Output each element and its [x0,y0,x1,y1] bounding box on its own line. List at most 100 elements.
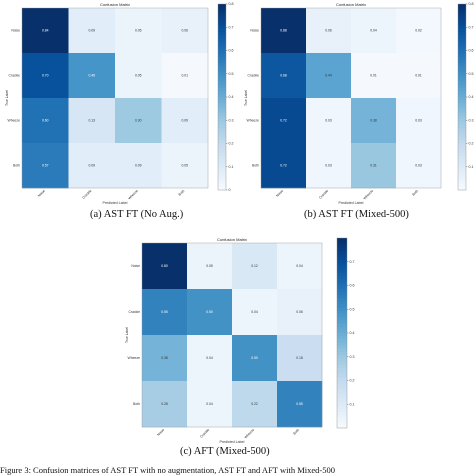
colorbar-segment [337,250,347,255]
heatmap-cell [351,143,397,189]
heatmap-cell [142,243,188,290]
colorbar-segment [337,253,347,258]
colorbar-segment [458,112,466,116]
colorbar-segment [458,100,466,104]
colorbar-segment [458,7,466,11]
chart-2-frame [141,242,323,428]
colorbar-segment [458,78,466,82]
colorbar-segment [337,304,347,309]
colorbar-segment [458,50,466,54]
y-tick-label: Both [133,402,140,406]
heatmap-cell [396,143,442,189]
colorbar-segment [458,131,466,135]
colorbar-tick-label: 0.6 [469,49,474,53]
x-axis-label: Predicted Label [220,440,245,444]
colorbar-segment [458,66,466,70]
colorbar-segment [458,16,466,20]
colorbar-segment [218,25,226,30]
colorbar-segment [458,180,466,185]
colorbar-segment [337,415,347,419]
colorbar-segment [218,124,226,129]
heatmap-cell [68,98,116,144]
heatmap-cell [232,335,278,382]
cell-value-label: 0.28 [161,402,168,406]
colorbar-segment [458,22,466,27]
colorbar-segment [337,409,347,413]
colorbar-segment [458,106,466,110]
colorbar-segment [218,165,226,169]
colorbar-segment [458,121,466,126]
colorbar-tick-label: 0.6 [350,284,355,288]
cell-value-label: 0.04 [251,310,258,314]
y-tick-label: Both [13,164,20,168]
heatmap-cell [142,335,188,382]
cell-value-label: 0.06 [325,29,332,33]
colorbar-segment [218,7,226,11]
x-tick-label: Crackle [81,189,92,200]
colorbar-segment [218,90,226,95]
colorbar-segment [337,323,347,328]
cell-value-label: 0.09 [88,29,95,33]
heatmap-cell [261,98,307,144]
cell-value-label: 0.72 [280,164,287,168]
cell-value-label: 0.68 [280,74,287,78]
y-tick-label: Both [252,164,259,168]
colorbar-segment [218,72,226,76]
colorbar-segment [337,383,347,388]
x-axis-label: Predicted Label [339,201,364,205]
colorbar-segment [337,272,347,277]
colorbar-tick-label: 0.2 [350,379,355,383]
colorbar-segment [337,263,347,267]
colorbar-tick-label: 0.4 [350,331,355,335]
colorbar-segment [337,412,347,416]
colorbar-segment [458,4,466,8]
x-tick-label: Both [178,189,186,197]
colorbar-segment [337,418,347,423]
colorbar-segment [458,84,466,89]
colorbar-segment [458,162,466,166]
heatmap-cell [161,98,209,144]
heatmap-cell [142,381,188,428]
heatmap-cell [277,381,323,428]
colorbar-segment [218,28,226,33]
colorbar-segment [458,109,466,113]
cell-value-label: 0.06 [181,29,188,33]
colorbar-segment [458,13,466,17]
heatmap-cell [232,243,278,290]
cell-value-label: 0.30 [135,119,142,123]
colorbar-segment [218,174,226,178]
heatmap-cell [187,243,233,290]
colorbar-segment [337,374,347,378]
colorbar-segment [458,35,466,39]
cell-value-label: 0.44 [325,74,332,78]
heatmap-cell [396,98,442,144]
colorbar-segment [218,121,226,126]
colorbar-segment [337,260,347,264]
colorbar-segment [458,137,466,141]
colorbar-segment [218,93,226,98]
colorbar-segment [337,396,347,400]
colorbar-segment [458,186,466,191]
colorbar-tick-label: 0.8 [229,2,234,6]
heatmap-cell [306,53,352,99]
cell-value-label: 0.06 [296,310,303,314]
heatmap-cell [306,98,352,144]
colorbar-segment [337,342,347,347]
colorbar-segment [218,66,226,70]
cell-value-label: 0.38 [161,356,168,360]
colorbar-segment [458,62,466,67]
cell-value-label: 0.31 [370,164,377,168]
colorbar-tick-label: 0.3 [350,355,355,359]
colorbar-segment [337,238,347,242]
colorbar-segment [458,90,466,95]
cell-value-label: 0.05 [181,164,188,168]
colorbar-segment [337,279,347,283]
colorbar-segment [218,4,226,8]
colorbar-segment [458,28,466,33]
y-axis-label: True Label [5,90,9,106]
heatmap-cell [306,143,352,189]
y-tick-label: Noise [11,29,20,33]
colorbar-tick-label: 0.5 [469,72,474,76]
colorbar-segment [337,295,347,299]
heatmap-cell [396,53,442,99]
